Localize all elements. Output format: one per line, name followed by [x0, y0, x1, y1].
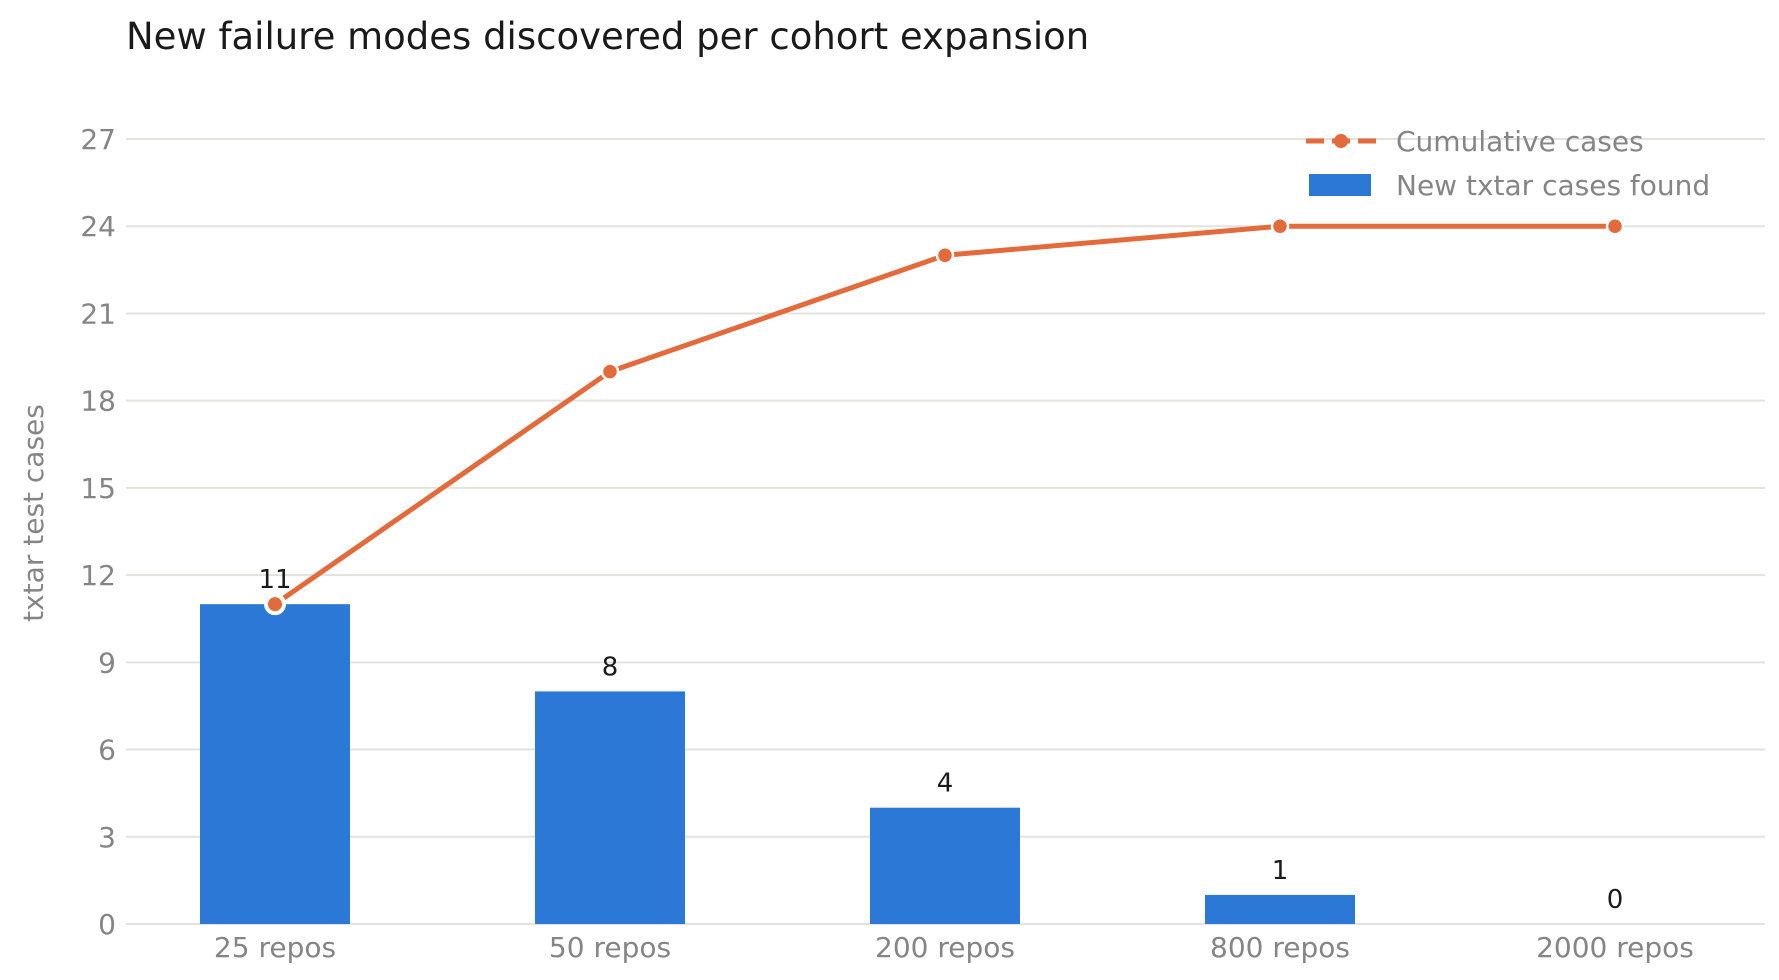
line-point-4 [1270, 216, 1290, 236]
legend-line-marker [1334, 134, 1348, 148]
x-axis-ticks: 25 repos 50 repos 200 repos 800 repos 2000 r… [214, 931, 1694, 964]
y-axis-label: txtar test cases [17, 404, 50, 622]
x-tick-label-1: 25 repos [214, 931, 336, 964]
line-point-3 [935, 246, 955, 265]
x-tick-label-5: 2000 repos [1536, 931, 1694, 964]
bar-4 [1205, 894, 1355, 924]
bar-value-label-2: 8 [602, 652, 619, 682]
legend: Cumulative cases New txtar cases found [1306, 125, 1710, 202]
line-point-2 [600, 362, 620, 381]
line-point-5 [1605, 216, 1625, 236]
legend-bar-swatch [1309, 174, 1371, 196]
legend-item-bar: New txtar cases found [1309, 169, 1710, 202]
x-tick-label-4: 800 repos [1210, 931, 1350, 964]
y-tick-label-24: 24 [80, 210, 116, 243]
y-tick-label-12: 12 [80, 559, 116, 592]
gridlines [126, 138, 1765, 925]
y-tick-label-15: 15 [80, 472, 116, 505]
y-axis-ticks: 0 3 6 9 12 15 18 21 24 27 [80, 123, 116, 941]
cumulative-line [273, 223, 1615, 607]
legend-item-line: Cumulative cases [1306, 125, 1644, 158]
bar-3 [870, 807, 1020, 924]
bar-value-label-4: 1 [1272, 856, 1289, 886]
chart-title: New failure modes discovered per cohort … [126, 15, 1089, 58]
bar-value-label-5: 0 [1607, 885, 1624, 915]
y-tick-label-6: 6 [98, 734, 116, 767]
bar-value-label-1: 11 [258, 565, 291, 595]
bar-2 [535, 691, 685, 924]
bar-value-label-3: 4 [937, 769, 954, 799]
y-tick-label-27: 27 [80, 123, 116, 156]
line-point-1 [264, 593, 286, 616]
y-tick-label-21: 21 [80, 297, 116, 330]
bar-series [200, 604, 1355, 924]
x-tick-label-2: 50 repos [549, 931, 671, 964]
y-tick-label-3: 3 [98, 821, 116, 854]
x-tick-label-3: 200 repos [875, 931, 1015, 964]
y-tick-label-9: 9 [98, 646, 116, 679]
line-series [264, 216, 1625, 616]
bar-1 [200, 604, 350, 924]
y-tick-label-0: 0 [98, 908, 116, 941]
legend-label-line: Cumulative cases [1396, 125, 1644, 158]
bar-data-labels: 11 8 4 1 0 [258, 565, 1623, 915]
legend-label-bar: New txtar cases found [1396, 169, 1710, 202]
y-tick-label-18: 18 [80, 385, 116, 418]
